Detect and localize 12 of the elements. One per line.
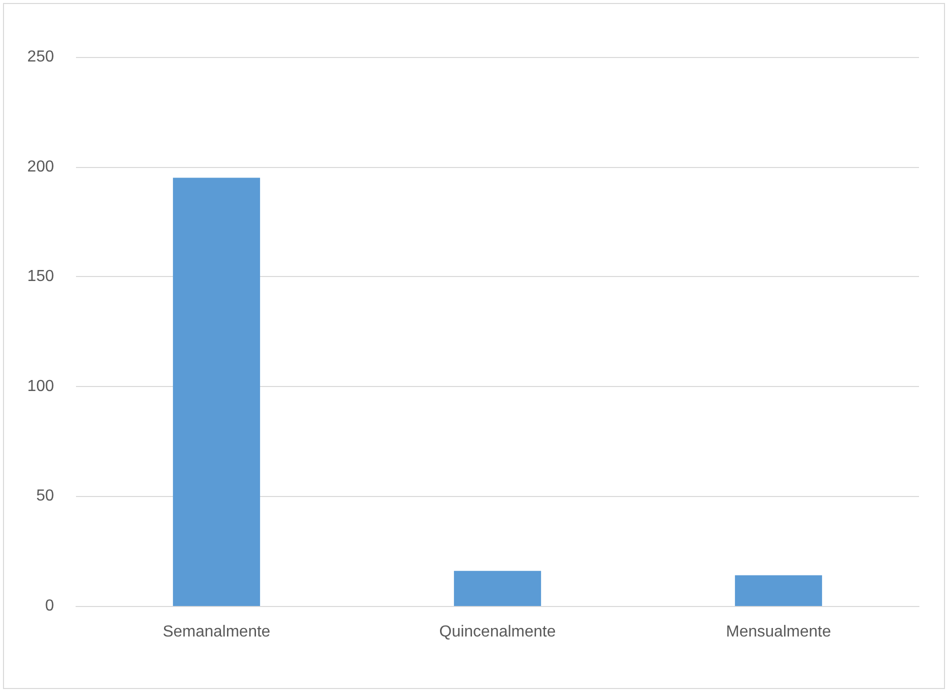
y-tick-label: 100 bbox=[27, 378, 54, 395]
x-tick-label: Quincenalmente bbox=[439, 624, 556, 640]
bar bbox=[172, 178, 260, 606]
y-tick-label: 250 bbox=[27, 48, 54, 66]
bar bbox=[734, 575, 822, 606]
y-tick-label: 200 bbox=[27, 158, 54, 176]
y-tick-label: 0 bbox=[45, 598, 54, 614]
y-tick-label: 50 bbox=[36, 488, 54, 505]
x-tick-label: Semanalmente bbox=[162, 624, 270, 640]
x-tick-label: Mensualmente bbox=[726, 624, 832, 640]
bar bbox=[454, 570, 542, 606]
y-tick-label: 150 bbox=[27, 268, 54, 286]
